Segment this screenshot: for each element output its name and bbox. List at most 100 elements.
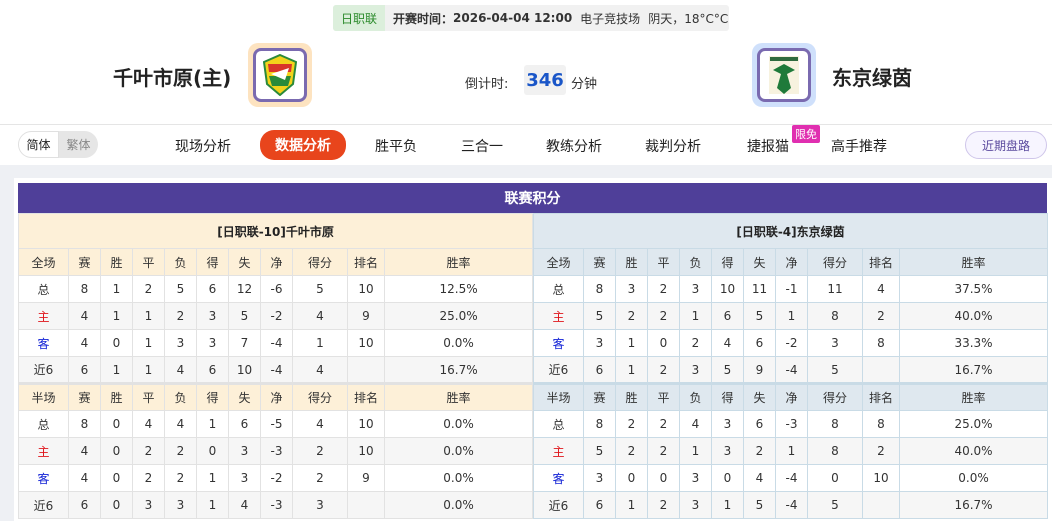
tab-coach-analysis[interactable]: 教练分析: [546, 139, 602, 155]
table-cell: 1: [132, 302, 165, 330]
table-cell: 4: [68, 329, 101, 357]
table-cell: 3: [679, 464, 712, 492]
table-cell: 4: [292, 356, 348, 384]
table-cell: 4: [68, 437, 101, 465]
table-cell: 1: [615, 491, 648, 519]
table-cell: 8: [68, 410, 101, 438]
column-header: 失: [228, 248, 261, 276]
column-header: 胜: [615, 248, 648, 276]
table-cell: 0: [100, 437, 133, 465]
table-cell: 0: [711, 464, 744, 492]
home-team-name[interactable]: 千叶市原(主): [113, 66, 232, 90]
table-cell: 2: [164, 464, 197, 492]
table-cell: 9: [743, 356, 776, 384]
row-label: 主: [533, 302, 584, 330]
table-cell: 4: [679, 410, 712, 438]
table-row: 近6 6 1 2 3 5 9 -4 5 16.7%: [533, 356, 1048, 384]
table-cell: 3: [679, 491, 712, 519]
row-label: 客: [18, 464, 69, 492]
table-cell: 4: [68, 302, 101, 330]
section-label: 半场: [18, 382, 69, 411]
column-header: 排名: [862, 248, 900, 276]
traditional-button[interactable]: 繁体: [66, 138, 91, 152]
recent-handicap-button[interactable]: 近期盘路: [965, 131, 1047, 159]
table-cell: 0.0%: [383, 410, 534, 438]
tab-jiebaomao[interactable]: 捷报猫: [747, 139, 789, 155]
table-cell: 0: [807, 464, 863, 492]
column-header: 净: [260, 382, 293, 411]
column-header: 失: [743, 248, 776, 276]
table-cell: 5: [807, 491, 863, 519]
row-label: 近6: [533, 356, 584, 384]
table-cell: 12: [228, 275, 261, 303]
table-cell: 4: [292, 410, 348, 438]
table-cell: 2: [292, 437, 348, 465]
team-caption: [日职联-4]东京绿茵: [533, 213, 1048, 249]
match-info-bar: 日职联 开赛时间： 2026-04-04 12:00 电子竞技场 阴天，18°C…: [333, 5, 729, 31]
table-cell: 25.0%: [383, 302, 534, 330]
table-cell: 1: [196, 464, 229, 492]
language-toggle[interactable]: 简体 繁体: [18, 131, 98, 158]
table-cell: 40.0%: [899, 437, 1048, 465]
table-cell: 5: [583, 302, 616, 330]
table-cell: 2: [164, 302, 197, 330]
table-cell: 6: [583, 491, 616, 519]
table-cell: 3: [292, 491, 348, 519]
free-badge: 限免: [792, 125, 820, 143]
table-row: 主 4 1 1 2 3 5 -2 4 9 25.0%: [18, 302, 534, 330]
table-cell: 3: [615, 275, 648, 303]
header-row: 全场赛胜平负得失净得分 排名 胜率: [533, 248, 1048, 276]
table-cell: 10: [228, 356, 261, 384]
row-label: 主: [18, 302, 69, 330]
section-label: 半场: [533, 382, 584, 411]
table-cell: 3: [583, 329, 616, 357]
table-cell: 0: [100, 329, 133, 357]
table-cell: -4: [260, 329, 293, 357]
table-cell: 7: [228, 329, 261, 357]
table-cell: 4: [743, 464, 776, 492]
table-cell: 2: [862, 302, 900, 330]
countdown-label: 倒计时:: [465, 77, 509, 92]
kickoff-time: 2026-04-04 12:00: [453, 11, 573, 25]
table-cell: 11: [743, 275, 776, 303]
table-cell: 2: [132, 437, 165, 465]
tab-referee-analysis[interactable]: 裁判分析: [645, 139, 701, 155]
table-row: 总 8 0 4 4 1 6 -5 4 10 0.0%: [18, 410, 534, 438]
tab-live-analysis[interactable]: 现场分析: [175, 139, 231, 155]
table-cell: -2: [260, 302, 293, 330]
table-cell: 6: [743, 410, 776, 438]
column-header: 胜率: [899, 382, 1048, 411]
table-cell: 16.7%: [899, 491, 1048, 519]
column-header: 排名: [347, 248, 385, 276]
column-header: 赛: [68, 248, 101, 276]
table-cell: 10: [347, 410, 385, 438]
table-cell: 9: [347, 302, 385, 330]
table-cell: 5: [292, 275, 348, 303]
table-cell: 10: [347, 329, 385, 357]
column-header: 得: [711, 248, 744, 276]
home-team-logo[interactable]: [248, 43, 312, 107]
column-header: 得分: [807, 382, 863, 411]
table-cell: 8: [862, 329, 900, 357]
league-label[interactable]: 日职联: [333, 5, 386, 31]
tab-data-analysis[interactable]: 数据分析: [260, 130, 346, 160]
header-row: 全场赛胜平负得失净得分 排名 胜率: [18, 248, 534, 276]
tab-expert-picks[interactable]: 高手推荐: [831, 139, 887, 155]
table-cell: -1: [775, 275, 808, 303]
column-header: 得: [196, 382, 229, 411]
table-row: 近6 6 0 3 3 1 4 -3 3 0.0%: [18, 491, 534, 519]
tab-three-in-one[interactable]: 三合一: [461, 139, 503, 155]
table-cell: 3: [583, 464, 616, 492]
table-row: 主 5 2 2 1 3 2 1 8 2 40.0%: [533, 437, 1048, 465]
simplified-button[interactable]: 简体: [18, 131, 59, 158]
row-label: 客: [533, 329, 584, 357]
table-cell: 5: [711, 356, 744, 384]
table-cell: 1: [775, 437, 808, 465]
column-header: 胜率: [899, 248, 1048, 276]
table-cell: 4: [228, 491, 261, 519]
away-team-name[interactable]: 东京绿茵: [832, 66, 912, 90]
tab-win-draw-loss[interactable]: 胜平负: [375, 139, 417, 155]
away-team-logo[interactable]: [752, 43, 816, 107]
table-cell: [347, 356, 385, 384]
table-cell: -3: [260, 437, 293, 465]
